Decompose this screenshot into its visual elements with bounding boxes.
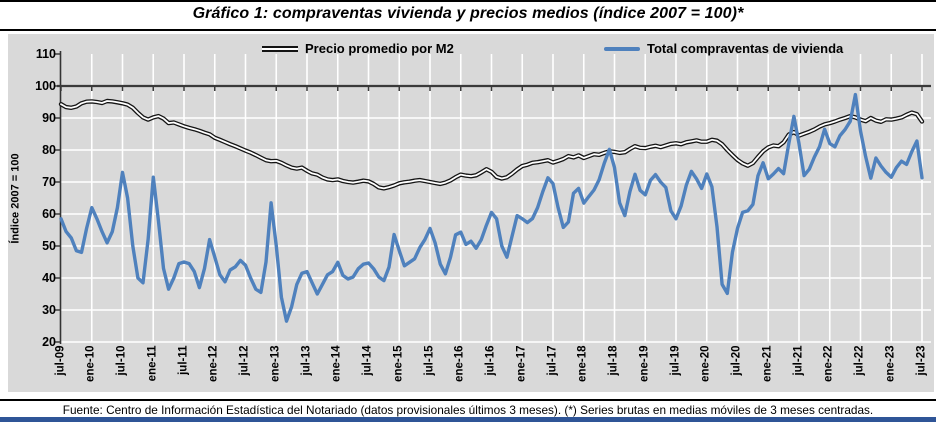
legend-item-precio: Precio promedio por M2	[262, 41, 454, 56]
x-tick-label: ene-16	[453, 345, 466, 382]
x-tick-label: jul-15	[423, 345, 435, 376]
legend-item-total: Total compraventas de vivienda	[604, 41, 843, 56]
x-tick-label: jul-09	[54, 345, 66, 376]
top-rule	[0, 0, 936, 2]
y-tick-label: 90	[42, 111, 56, 125]
legend-swatch-precio-double-line-icon	[262, 45, 298, 52]
x-tick-label: jul-21	[792, 345, 804, 376]
y-tick-label: 60	[42, 207, 56, 221]
x-tick-label: jul-13	[300, 345, 312, 376]
y-tick-label: 20	[42, 335, 56, 349]
legend-swatch-total-line-icon	[604, 46, 640, 51]
x-tick-label: jul-22	[853, 345, 866, 376]
y-tick-label: 100	[35, 79, 56, 93]
legend-label-precio: Precio promedio por M2	[305, 41, 454, 56]
x-tick-label: jul-17	[546, 345, 558, 376]
x-tick-label: jul-14	[361, 345, 374, 376]
x-tick-label: jul-23	[915, 345, 927, 376]
y-axis-title: Índice 2007 = 100	[9, 153, 22, 244]
source-note: Fuente: Centro de Información Estadístic…	[62, 403, 874, 417]
x-tick-label: ene-21	[761, 345, 774, 382]
x-tick-label: ene-18	[576, 345, 589, 382]
x-tick-label: ene-14	[330, 345, 343, 382]
y-tick-label: 80	[42, 143, 56, 157]
x-tick-label: ene-22	[822, 345, 835, 382]
x-tick-label: jul-16	[484, 345, 497, 376]
x-tick-label: jul-18	[607, 345, 620, 376]
title-rule	[0, 29, 936, 31]
y-tick-label: 40	[42, 271, 56, 285]
chart-title: Gráfico 1: compraventas vivienda y preci…	[192, 5, 744, 22]
x-tick-label: jul-12	[238, 345, 251, 376]
x-tick-label: jul-10	[115, 345, 128, 376]
x-tick-label: ene-13	[269, 345, 282, 382]
legend-label-total: Total compraventas de vivienda	[647, 41, 844, 56]
x-tick-label: ene-19	[638, 345, 651, 382]
x-tick-label: ene-15	[392, 345, 405, 382]
x-tick-label: ene-12	[207, 345, 220, 382]
bottom-accent-bar	[0, 417, 936, 422]
x-tick-label: ene-20	[699, 345, 712, 382]
x-tick-label: ene-11	[146, 345, 159, 382]
y-tick-label: 30	[42, 303, 56, 317]
chart-area: Precio promedio por M2 Total compraventa…	[8, 34, 934, 392]
x-tick-label: ene-23	[884, 345, 897, 382]
footer-rule	[0, 399, 936, 401]
y-tick-label: 50	[42, 239, 56, 253]
x-tick-label: jul-11	[177, 345, 189, 375]
x-tick-label: ene-10	[84, 345, 97, 382]
x-tick-label: jul-19	[669, 345, 681, 376]
y-tick-label: 70	[42, 175, 56, 189]
x-tick-label: ene-17	[515, 345, 528, 382]
y-tick-label: 110	[35, 47, 56, 61]
x-tick-label: jul-20	[730, 345, 743, 376]
